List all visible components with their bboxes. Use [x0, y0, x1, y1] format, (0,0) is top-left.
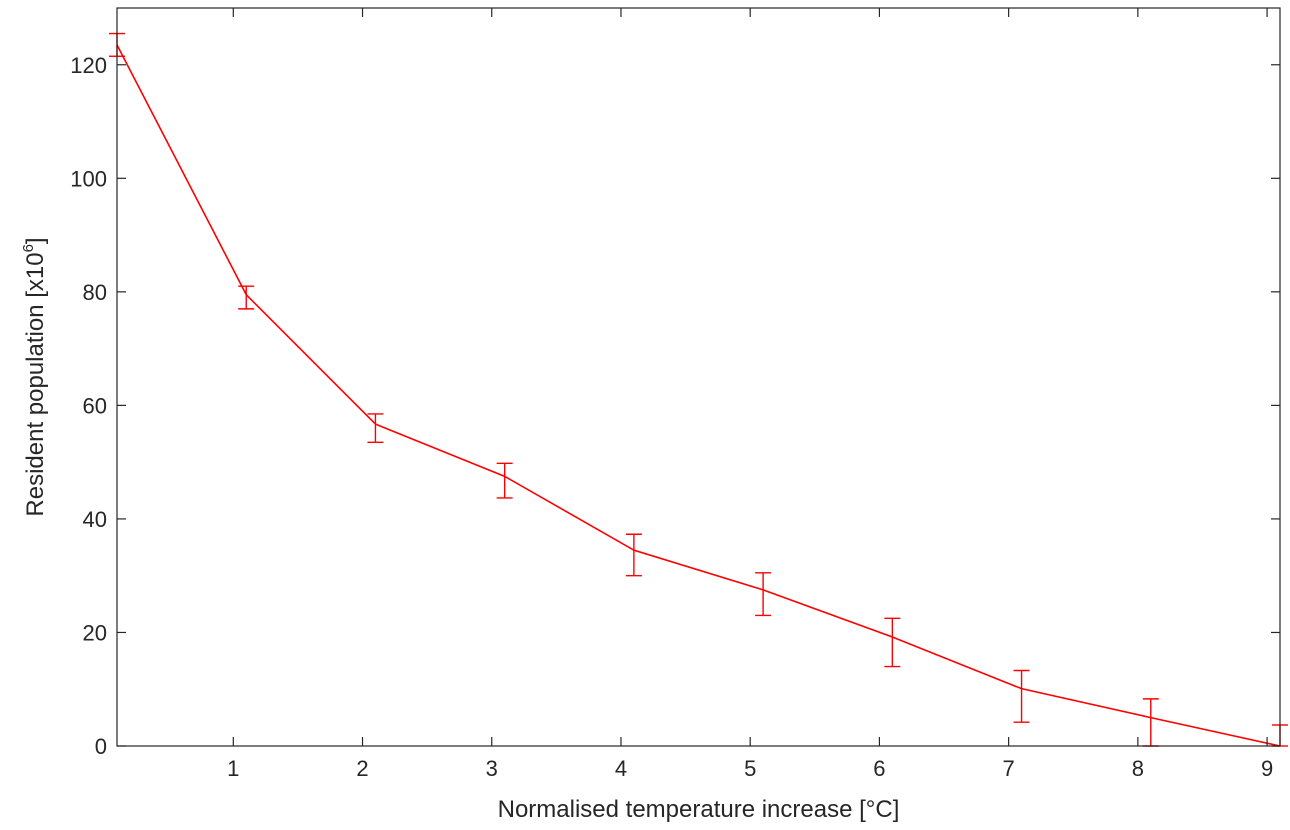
error-bar: [496, 462, 513, 499]
y-tick-label: 0: [95, 734, 107, 759]
x-tick-label: 2: [356, 756, 368, 781]
error-bar: [1013, 669, 1030, 723]
x-tick-label: 6: [873, 756, 885, 781]
series-line: [116, 44, 1281, 747]
plot-background: [117, 8, 1280, 746]
x-tick-label: 9: [1261, 756, 1273, 781]
x-axis-title: Normalised temperature increase [°C]: [498, 796, 900, 823]
x-tick-label: 3: [486, 756, 498, 781]
y-axis-title: Resident population [x106]: [20, 237, 49, 516]
y-tick-label: 20: [83, 620, 107, 645]
y-tick-label: 80: [83, 280, 107, 305]
y-tick-label: 60: [83, 393, 107, 418]
tick-layer: 1 2 3 4 5 6 7 8 9 0 20 40 60 80 100 120: [70, 8, 1280, 781]
error-bar: [367, 413, 384, 443]
series-layer: [109, 32, 1288, 747]
y-tick-label: 120: [70, 53, 107, 78]
y-axis-title-close: ]: [22, 237, 49, 244]
error-bar: [884, 617, 901, 668]
x-tick-label: 4: [615, 756, 627, 781]
error-bar: [238, 285, 255, 310]
error-bar: [755, 572, 772, 617]
error-bar: [625, 533, 642, 577]
x-tick-label: 1: [227, 756, 239, 781]
y-tick-label: 100: [70, 166, 107, 191]
x-tick-label: 5: [744, 756, 756, 781]
y-axis-title-main: Resident population [x10: [22, 252, 49, 516]
x-tick-label: 8: [1132, 756, 1144, 781]
plot-frame: [116, 7, 1281, 747]
x-tick-label: 7: [1003, 756, 1015, 781]
y-tick-label: 40: [83, 507, 107, 532]
y-axis-title-exponent: 6: [20, 244, 37, 252]
